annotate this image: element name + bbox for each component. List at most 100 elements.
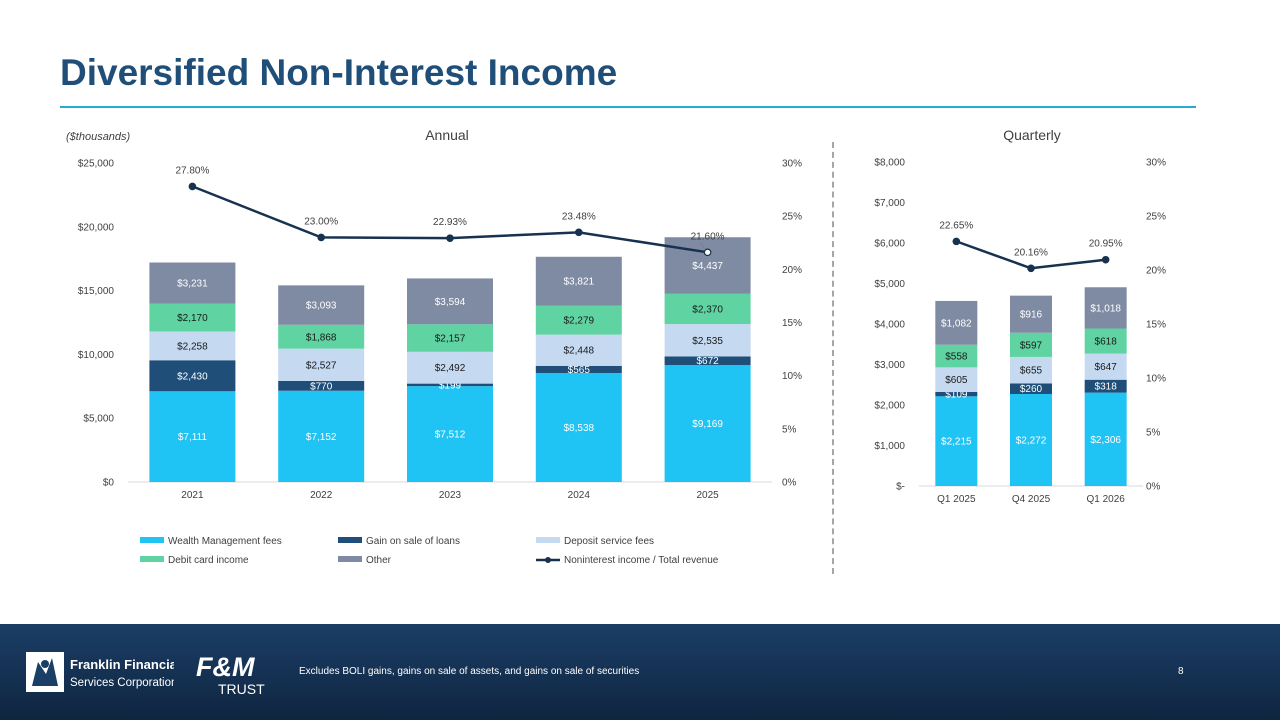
bar-segment-wealth (535, 373, 622, 482)
data-label-other: $3,821 (564, 277, 595, 288)
y-right-tick-label: 20% (1146, 266, 1166, 277)
data-label-wealth: $2,306 (1090, 435, 1121, 446)
y-left-tick-label: $25,000 (78, 159, 115, 170)
data-label-wealth: $7,111 (178, 432, 208, 443)
bar-segment-deposit (664, 324, 751, 357)
ratio-point (446, 234, 454, 242)
data-label-deposit: $2,448 (564, 346, 595, 357)
ratio-label: 20.16% (1014, 247, 1048, 258)
y-left-tick-label: $2,000 (874, 401, 905, 412)
data-label-other: $1,082 (941, 318, 972, 329)
bar-segment-debit (1010, 332, 1052, 357)
data-label-debit: $1,868 (306, 332, 337, 343)
ratio-point (1101, 255, 1110, 264)
data-label-debit: $558 (945, 352, 968, 363)
ratio-point (574, 228, 583, 237)
ratio-label: 23.00% (304, 216, 338, 227)
page-number: 8 (1178, 666, 1184, 677)
legend-label-gain: Gain on sale of loans (366, 536, 460, 547)
bar-segment-other (278, 285, 365, 325)
y-left-tick-label: $6,000 (874, 239, 905, 250)
y-left-tick-label: $0 (103, 478, 115, 489)
ratio-point (188, 182, 197, 191)
data-label-wealth: $7,512 (435, 430, 466, 441)
bar-segment-other (935, 300, 978, 345)
data-label-gain: $2,430 (177, 371, 208, 382)
quarterly-chart: Quarterly $- $1,000 $2,000 $3,000 $4,000 $5,00… (874, 127, 1166, 505)
data-label-other: $3,093 (306, 301, 337, 312)
bar-segment-gain (278, 380, 365, 391)
data-label-debit: $2,279 (564, 316, 595, 327)
y-right-tick-label: 30% (1146, 158, 1166, 169)
data-label-debit: $2,157 (435, 334, 466, 345)
data-label-other: $3,231 (177, 279, 208, 290)
data-label-other: $916 (1020, 310, 1043, 321)
footer-bar: Franklin Financial Services Corporation … (0, 624, 1280, 720)
y-left-tick-label: $7,000 (874, 198, 905, 209)
data-label-gain: $565 (568, 365, 591, 376)
bar-segment-gain (1010, 383, 1052, 394)
franklin-financial-logo: Franklin Financial Services Corporation (24, 650, 181, 696)
annual-chart: Annual ($thousands) $0 $5,000 $10,000 $15,000… (66, 127, 802, 566)
data-label-deposit: $655 (1020, 366, 1043, 377)
company-name-line1: Franklin Financial (70, 657, 174, 672)
legend-label-wealth: Wealth Management fees (168, 536, 282, 547)
y-right-tick-label: 10% (1146, 374, 1166, 385)
legend-label-ratio: Noninterest income / Total revenue (564, 555, 719, 566)
bar-segment-debit (407, 324, 493, 352)
y-right-tick-label: 0% (1146, 482, 1161, 493)
bar-segment-gain (149, 360, 236, 392)
data-label-wealth: $2,272 (1016, 435, 1047, 446)
ratio-point (952, 237, 961, 246)
ratio-label: 20.95% (1089, 239, 1123, 250)
data-label-other: $3,594 (435, 297, 466, 308)
bar-segment-debit (664, 293, 751, 325)
bar-segment-gain (407, 383, 493, 387)
bar-segment-deposit (407, 351, 493, 384)
y-right-tick-label: 15% (1146, 320, 1166, 331)
legend-swatch-wealth (140, 537, 164, 543)
ratio-label-leader (699, 241, 706, 250)
data-label-deposit: $647 (1095, 362, 1118, 373)
bar-segment-debit (535, 305, 622, 335)
y-left-tick-label: $8,000 (874, 158, 905, 169)
bar-segment-deposit (1010, 356, 1052, 384)
brand-sub: TRUST (218, 681, 265, 696)
fm-trust-logo-mark: F&M TRUST (196, 652, 265, 697)
page-title: Diversified Non-Interest Income (60, 52, 618, 93)
bar-segment-deposit (535, 334, 622, 366)
legend-label-debit: Debit card income (168, 555, 249, 566)
data-label-debit: $2,170 (177, 313, 208, 324)
bar-segment-other (149, 262, 236, 304)
data-label-gain: $109 (945, 390, 968, 401)
y-left-tick-label: $1,000 (874, 441, 905, 452)
bar-segment-other (407, 278, 493, 325)
ratio-label: 23.48% (562, 211, 596, 222)
x-tick-label: 2021 (181, 490, 204, 501)
ratio-label: 22.65% (939, 220, 973, 231)
bar-segment-gain (1084, 379, 1127, 393)
data-label-wealth: $9,169 (692, 419, 723, 430)
chart-title: Quarterly (1003, 127, 1061, 143)
data-label-gain: $260 (1020, 384, 1043, 395)
data-label-gain: $199 (439, 380, 462, 391)
x-tick-label: Q1 2026 (1086, 494, 1125, 505)
bar-segment-gain (535, 365, 622, 374)
footnote: Excludes BOLI gains, gains on sale of as… (299, 666, 640, 677)
bar-segment-wealth (278, 390, 365, 482)
bar-segment-wealth (407, 386, 493, 482)
y-right-tick-label: 0% (782, 478, 797, 489)
bar-segment-deposit (278, 348, 365, 381)
bar-segment-deposit (149, 331, 236, 361)
bar-segment-deposit (1084, 353, 1127, 380)
data-label-wealth: $7,152 (306, 432, 337, 443)
ratio-label: 21.60% (691, 231, 725, 242)
y-right-tick-label: 5% (782, 424, 797, 435)
bar-segment-debit (149, 303, 236, 332)
y-right-tick-label: 20% (782, 265, 802, 276)
bar-segment-wealth (664, 365, 751, 482)
y-left-tick-label: $10,000 (78, 350, 115, 361)
data-label-gain: $672 (696, 356, 719, 367)
legend-label-other: Other (366, 555, 392, 566)
bar-segment-deposit (935, 367, 978, 392)
